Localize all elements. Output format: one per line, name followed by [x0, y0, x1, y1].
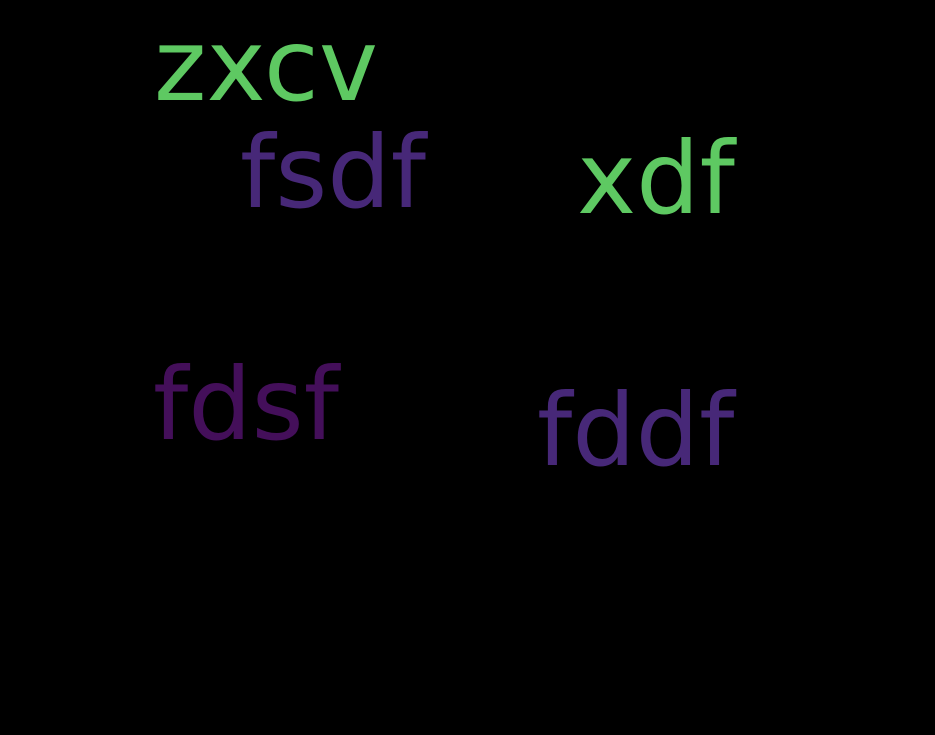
word-xdf: xdf [577, 120, 735, 237]
word-fddf: fddf [537, 372, 735, 489]
word-zxcv: zxcv [154, 7, 379, 124]
word-fsdf: fsdf [240, 114, 426, 231]
word-fdsf: fdsf [153, 346, 339, 463]
